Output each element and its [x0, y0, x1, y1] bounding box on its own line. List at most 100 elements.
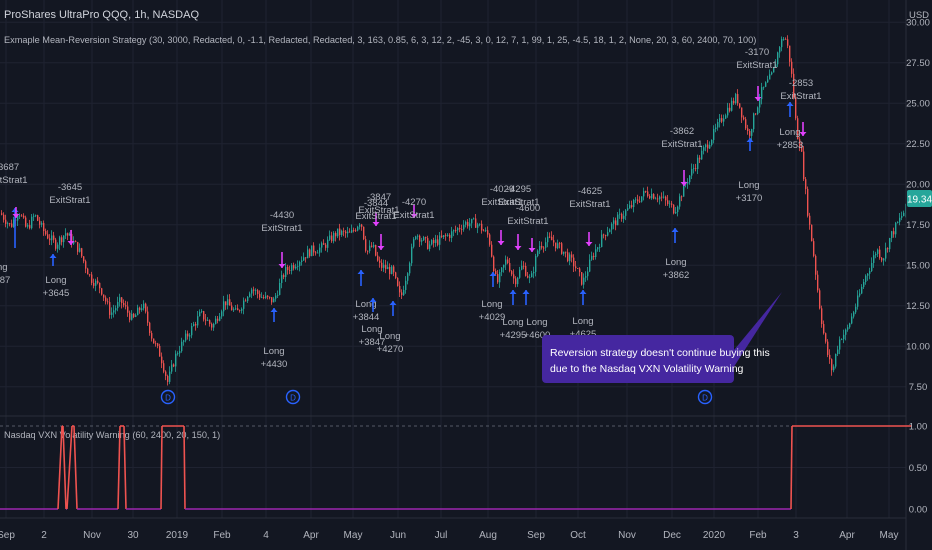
entry-arrow[interactable] — [369, 298, 377, 312]
candle-body — [429, 244, 431, 249]
annotation-callout: Reversion strategy doesn't continue buyi… — [542, 292, 782, 383]
entry-profit: +4625 — [570, 329, 597, 340]
exit-arrow[interactable] — [372, 212, 380, 226]
entry-arrow[interactable] — [746, 138, 754, 151]
candle-body — [29, 225, 31, 229]
exit-arrow[interactable] — [12, 207, 20, 218]
candle-body — [271, 297, 273, 303]
candle-body — [341, 230, 343, 235]
entry-arrow[interactable] — [270, 308, 278, 322]
entry-arrow[interactable] — [357, 270, 365, 286]
candle-body — [187, 333, 189, 337]
entry-arrow[interactable] — [671, 228, 679, 243]
entry-arrow[interactable] — [786, 102, 794, 117]
candle-body — [879, 249, 881, 258]
candle-body — [269, 296, 271, 298]
candle-body — [625, 210, 627, 216]
candle-body — [517, 277, 519, 285]
time-tick-label: Aug — [479, 530, 497, 541]
time-tick-label: Jun — [390, 530, 406, 541]
exit-arrow[interactable] — [67, 230, 75, 245]
entry-arrow[interactable] — [509, 290, 517, 305]
dividend-marker-3[interactable]: D — [697, 389, 713, 405]
candle-body — [51, 235, 53, 241]
candle-body — [73, 241, 75, 244]
candle-body — [543, 247, 545, 249]
entry-arrow[interactable] — [522, 290, 530, 305]
candle-body — [237, 308, 239, 311]
candle-body — [57, 244, 59, 249]
entry-arrow[interactable] — [489, 272, 497, 287]
exit-arrow[interactable] — [410, 205, 418, 218]
candle-body — [631, 205, 633, 208]
candle-body — [457, 228, 459, 231]
candle-body — [61, 237, 63, 243]
entry-profit: +3645 — [43, 288, 70, 299]
candle-body — [875, 253, 877, 256]
candle-body — [355, 230, 357, 232]
candle-body — [189, 335, 191, 337]
exit-profit: -4625 — [578, 186, 602, 197]
candle-body — [125, 305, 127, 307]
candle-body — [275, 295, 277, 299]
candle-body — [63, 235, 65, 243]
dividend-marker-2[interactable]: D — [285, 389, 301, 405]
exit-arrow[interactable] — [278, 252, 286, 268]
last-price-badge: 19.34 — [907, 190, 932, 207]
candle-body — [47, 234, 49, 239]
entry-profit: +3687 — [0, 275, 10, 286]
candle-body — [379, 260, 381, 263]
candle-body — [583, 277, 585, 285]
entry-arrow[interactable] — [389, 301, 397, 316]
entry-label: Long — [263, 346, 284, 357]
candle-body — [673, 204, 675, 214]
candle-body — [873, 255, 875, 263]
exit-arrow[interactable] — [754, 86, 762, 101]
candle-body — [725, 115, 727, 119]
exit-arrow[interactable] — [528, 238, 536, 252]
candle-body — [731, 100, 733, 111]
volatility-warning-line — [0, 425, 912, 510]
entry-profit: +4270 — [377, 344, 404, 355]
entry-arrow[interactable] — [49, 254, 57, 266]
candle-body — [825, 333, 827, 342]
candle-body — [91, 274, 93, 283]
candle-body — [167, 375, 169, 382]
candle-body — [889, 238, 891, 250]
exit-label: ExitStrat1 — [661, 139, 702, 150]
exit-arrow[interactable] — [585, 232, 593, 246]
candle-body — [421, 240, 423, 242]
candle-body — [315, 252, 317, 254]
candle-body — [191, 326, 193, 336]
candle-body — [667, 200, 669, 204]
time-tick-label: Feb — [213, 530, 231, 541]
exit-arrow[interactable] — [377, 234, 385, 250]
candle-body — [635, 199, 637, 201]
exit-arrow[interactable] — [497, 230, 505, 245]
exit-arrow[interactable] — [799, 122, 807, 136]
candle-body — [317, 252, 319, 254]
candle-body — [197, 316, 199, 326]
exit-arrow[interactable] — [514, 234, 522, 250]
candle-body — [219, 316, 221, 321]
dividend-marker-1[interactable]: D — [160, 389, 176, 405]
candle-body — [581, 272, 583, 285]
candle-body — [809, 215, 811, 225]
candle-body — [597, 247, 599, 250]
candle-body — [557, 243, 559, 249]
candle-body — [373, 245, 375, 247]
candle-body — [327, 239, 329, 248]
candle-body — [855, 306, 857, 313]
candle-body — [865, 275, 867, 282]
candle-body — [433, 240, 435, 243]
exit-label: ExitStrat1 — [49, 195, 90, 206]
candle-body — [5, 219, 7, 224]
candle-body — [453, 230, 455, 232]
entry-arrow[interactable] — [579, 290, 587, 305]
candle-body — [301, 260, 303, 262]
candle-body — [349, 231, 351, 233]
candle-body — [229, 299, 231, 306]
exit-arrow[interactable] — [680, 170, 688, 186]
candle-body — [627, 208, 629, 211]
